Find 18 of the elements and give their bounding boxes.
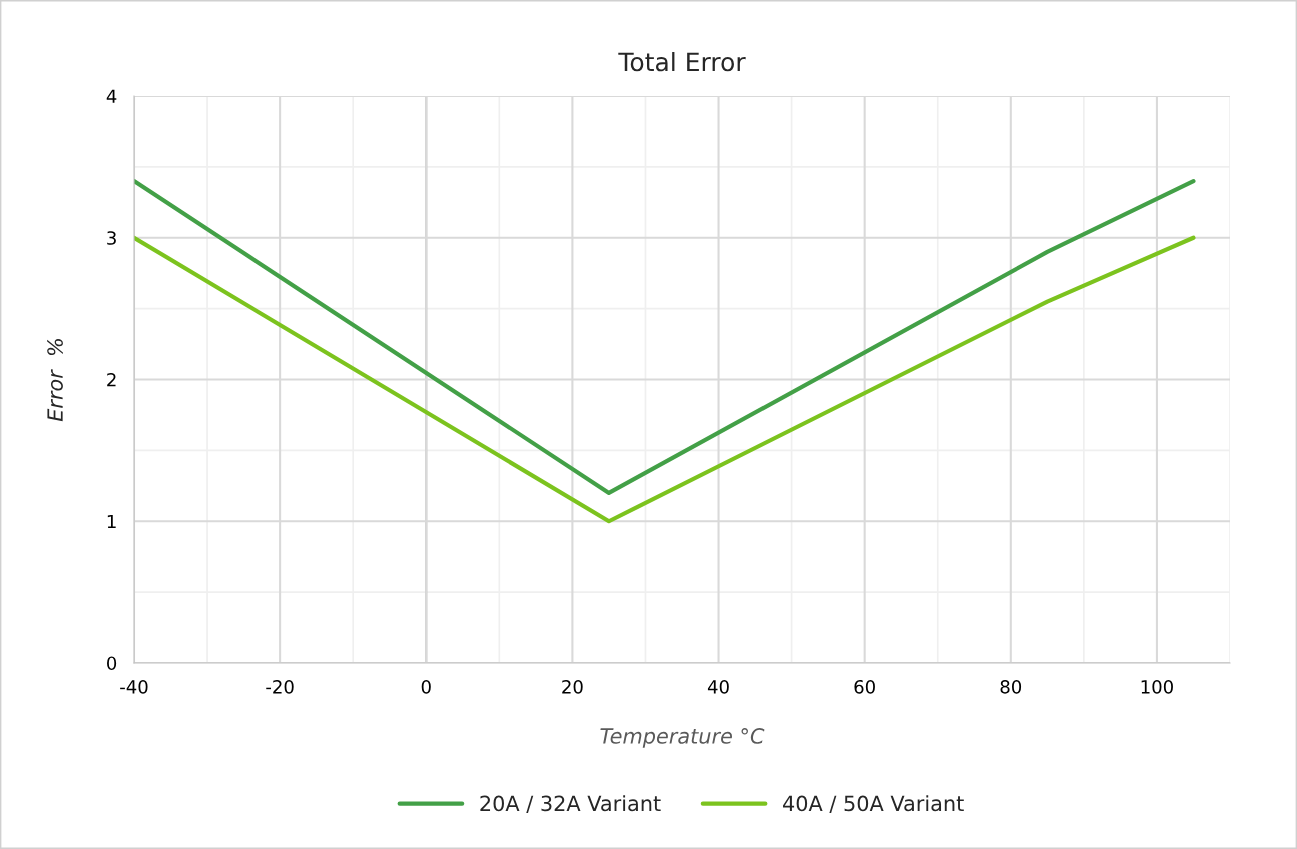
- x-tick-label: 60: [854, 679, 875, 694]
- y-tick-label: 1: [107, 514, 116, 529]
- x-axis-title: Temperature °C: [600, 728, 765, 748]
- x-tick-label: 0: [421, 679, 431, 694]
- x-tick-label: 80: [1000, 679, 1022, 694]
- x-tick-label: 40: [707, 679, 729, 694]
- x-tick-label: 100: [1141, 679, 1173, 694]
- y-axis-title: Error %: [47, 339, 63, 422]
- x-tick-label: 20: [562, 679, 583, 694]
- chart-title: Total Error: [618, 52, 746, 72]
- x-tick-label: -20: [266, 679, 294, 694]
- legend-label: 40A / 50A Variant: [783, 795, 964, 813]
- y-tick-label: 4: [106, 89, 117, 103]
- legend-label: 20A / 32A Variant: [480, 795, 661, 813]
- x-tick-label: -40: [120, 679, 148, 694]
- y-tick-label: 3: [107, 231, 116, 245]
- y-tick-label: 2: [107, 372, 116, 387]
- y-tick-label: 0: [107, 656, 117, 671]
